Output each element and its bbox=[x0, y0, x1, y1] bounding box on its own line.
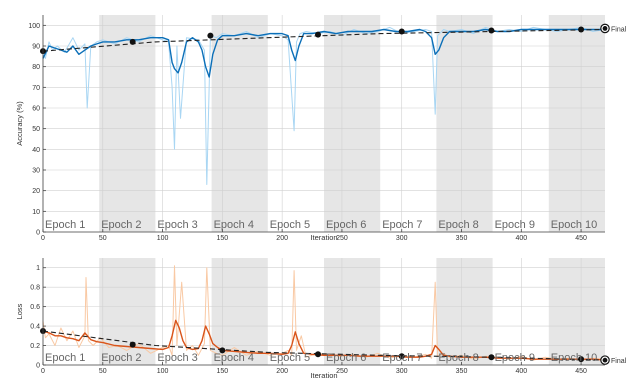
loss-x-tick-label: 0 bbox=[41, 368, 45, 375]
accuracy-x-tick-label: 50 bbox=[99, 235, 107, 242]
accuracy-x-tick-label: 150 bbox=[217, 235, 229, 242]
loss-epoch-label: Epoch 10 bbox=[551, 352, 597, 364]
accuracy-final-marker bbox=[602, 26, 608, 31]
accuracy-epoch-label: Epoch 2 bbox=[101, 219, 141, 231]
loss-x-tick-label: 150 bbox=[217, 368, 229, 375]
loss-x-tick-label: 400 bbox=[515, 368, 527, 375]
accuracy-x-tick-label: 350 bbox=[456, 235, 468, 242]
accuracy-y-tick-label: 80 bbox=[32, 64, 40, 71]
accuracy-epoch-label: Epoch 8 bbox=[438, 219, 478, 231]
accuracy-epoch-label: Epoch 6 bbox=[326, 219, 366, 231]
accuracy-plot: Final Epoch 1 Epoch 2 Epoch 3 Epoch 4 Epoch 5… bbox=[15, 15, 627, 242]
accuracy-y-tick-label: 40 bbox=[32, 147, 40, 154]
accuracy-x-tick-label: 100 bbox=[157, 235, 169, 242]
loss-epoch-label: Epoch 4 bbox=[214, 352, 254, 364]
accuracy-y-axis-label: Accuracy (%) bbox=[15, 101, 24, 146]
loss-validation-marker bbox=[488, 354, 495, 361]
accuracy-y-tick-label: 0 bbox=[36, 230, 40, 237]
accuracy-y-tick-label: 30 bbox=[32, 168, 40, 175]
accuracy-trend-line bbox=[42, 28, 606, 52]
loss-x-tick-label: 350 bbox=[456, 368, 468, 375]
accuracy-final-label: Final bbox=[611, 26, 627, 33]
loss-x-tick-label: 100 bbox=[157, 368, 169, 375]
loss-epoch-label: Epoch 6 bbox=[326, 352, 366, 364]
loss-x-axis-label: Iteration bbox=[310, 371, 337, 380]
accuracy-raw-line bbox=[42, 26, 606, 185]
loss-validation-marker bbox=[315, 351, 322, 358]
loss-x-tick-label: 450 bbox=[575, 368, 587, 375]
accuracy-validation-marker bbox=[398, 28, 405, 35]
accuracy-validation-marker bbox=[207, 32, 214, 39]
loss-epoch-band bbox=[436, 258, 493, 365]
loss-validation-marker bbox=[398, 353, 405, 360]
accuracy-validation-marker bbox=[129, 38, 136, 45]
accuracy-y-tick-label: 100 bbox=[28, 23, 40, 30]
accuracy-x-tick-label: 300 bbox=[396, 235, 408, 242]
accuracy-epoch-label: Epoch 7 bbox=[382, 219, 422, 231]
accuracy-epoch-band bbox=[99, 15, 156, 232]
loss-x-tick-label: 250 bbox=[336, 368, 348, 375]
accuracy-epoch-label: Epoch 10 bbox=[551, 219, 597, 231]
accuracy-epoch-label: Epoch 9 bbox=[495, 219, 535, 231]
accuracy-epoch-label: Epoch 1 bbox=[45, 219, 85, 231]
loss-y-tick-label: 0.4 bbox=[30, 324, 40, 331]
accuracy-x-tick-label: 400 bbox=[515, 235, 527, 242]
loss-epoch-label: Epoch 9 bbox=[495, 352, 535, 364]
accuracy-y-tick-label: 90 bbox=[32, 44, 40, 51]
loss-x-tick-label: 200 bbox=[276, 368, 288, 375]
accuracy-y-tick-label: 10 bbox=[32, 209, 40, 216]
loss-final-label: Final bbox=[611, 358, 627, 365]
accuracy-x-tick-label: 250 bbox=[336, 235, 348, 242]
accuracy-y-tick-label: 70 bbox=[32, 85, 40, 92]
loss-x-tick-label: 50 bbox=[99, 368, 107, 375]
accuracy-validation-marker bbox=[488, 27, 495, 34]
loss-final-marker bbox=[602, 357, 608, 363]
accuracy-x-tick-label: 450 bbox=[575, 235, 587, 242]
loss-y-tick-label: 0.2 bbox=[30, 343, 40, 350]
loss-y-tick-label: 0.8 bbox=[30, 285, 40, 292]
loss-epoch-label: Epoch 7 bbox=[382, 352, 422, 364]
loss-epoch-label: Epoch 3 bbox=[157, 352, 197, 364]
accuracy-epoch-band bbox=[548, 15, 605, 232]
loss-validation-marker bbox=[129, 341, 136, 348]
accuracy-x-tick-label: 200 bbox=[276, 235, 288, 242]
loss-trend-line bbox=[42, 330, 606, 361]
accuracy-epoch-label: Epoch 3 bbox=[157, 219, 197, 231]
loss-epoch-label: Epoch 2 bbox=[101, 352, 141, 364]
accuracy-epoch-label: Epoch 5 bbox=[270, 219, 310, 231]
loss-epoch-band bbox=[324, 258, 381, 365]
accuracy-y-tick-label: 50 bbox=[32, 126, 40, 133]
accuracy-y-tick-label: 60 bbox=[32, 106, 40, 113]
accuracy-y-tick-label: 20 bbox=[32, 188, 40, 195]
loss-validation-marker bbox=[219, 347, 226, 354]
accuracy-validation-marker bbox=[578, 26, 585, 33]
accuracy-epoch-label: Epoch 4 bbox=[214, 219, 254, 231]
loss-y-tick-label: 0 bbox=[36, 363, 40, 370]
accuracy-epoch-band bbox=[324, 15, 381, 232]
loss-validation-marker bbox=[578, 356, 585, 363]
loss-x-tick-label: 300 bbox=[396, 368, 408, 375]
accuracy-validation-marker bbox=[315, 31, 322, 38]
loss-plot: Final Epoch 1 Epoch 2 Epoch 3 Epoch 4 Epoch 5… bbox=[15, 258, 627, 380]
accuracy-epoch-band bbox=[436, 15, 493, 232]
loss-epoch-band bbox=[99, 258, 156, 365]
loss-epoch-band bbox=[211, 258, 268, 365]
loss-epoch-band bbox=[548, 258, 605, 365]
accuracy-x-axis-label: Iteration bbox=[310, 233, 337, 242]
loss-epoch-label: Epoch 1 bbox=[45, 352, 85, 364]
accuracy-x-tick-label: 0 bbox=[41, 235, 45, 242]
loss-y-axis-label: Loss bbox=[15, 303, 24, 319]
accuracy-epoch-band bbox=[211, 15, 268, 232]
loss-y-tick-label: 1 bbox=[36, 265, 40, 272]
loss-y-tick-label: 0.6 bbox=[30, 304, 40, 311]
loss-epoch-label: Epoch 8 bbox=[438, 352, 478, 364]
loss-epoch-label: Epoch 5 bbox=[270, 352, 310, 364]
